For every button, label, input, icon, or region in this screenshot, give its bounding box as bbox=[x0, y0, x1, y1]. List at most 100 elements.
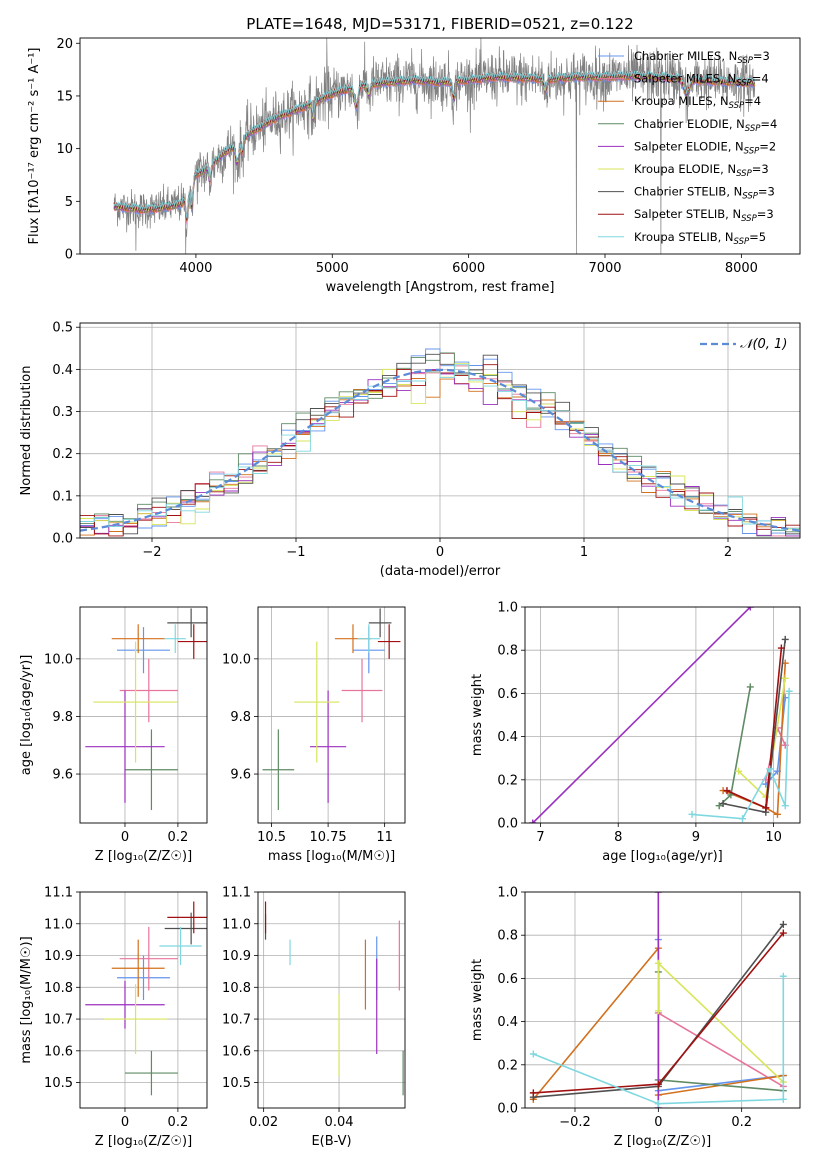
residuals-panel: −2 −1 0 1 2 0.0 0.1 0.2 0.3 0.4 0.5 (data-model)/er… bbox=[19, 321, 801, 579]
y-tick-label: 10.7 bbox=[222, 1013, 251, 1028]
mass-weight-marker bbox=[785, 687, 793, 695]
mass-weight-marker bbox=[654, 1007, 662, 1015]
x-tick-label: 8000 bbox=[725, 261, 758, 276]
y-tick-label: 10.9 bbox=[44, 949, 73, 964]
legend-entry-label: Kroupa STELIB, NSSP=5 bbox=[634, 230, 766, 247]
x-tick-label: 2 bbox=[724, 545, 732, 560]
x-tick-label: 0.02 bbox=[249, 1115, 278, 1130]
x-tick-label: 5000 bbox=[316, 261, 349, 276]
x-tick-label: 0.2 bbox=[731, 1115, 752, 1130]
residuals-plot-area bbox=[80, 348, 800, 537]
x-axis-label: Z [log₁₀(Z/Z☉)] bbox=[614, 1134, 711, 1149]
y-tick-label: 10.5 bbox=[44, 1076, 73, 1091]
age-vs-mass-axes-frame bbox=[257, 606, 406, 824]
legend-entry-label: Salpeter MILES, NSSP=4 bbox=[634, 72, 769, 89]
y-tick-label: 10.6 bbox=[44, 1044, 73, 1059]
y-tick-label: 0.2 bbox=[497, 1058, 518, 1073]
weight-vs-Z-plot-area bbox=[529, 892, 787, 1108]
x-axis-label: (data-model)/error bbox=[380, 564, 501, 579]
mass-vs-ebv-grid bbox=[258, 891, 405, 1108]
y-axis-label: mass weight bbox=[470, 674, 485, 756]
y-tick-label: 1.0 bbox=[497, 601, 518, 616]
y-axis-label: Flux [fλ10⁻¹⁷ erg cm⁻² s⁻¹ A⁻¹] bbox=[27, 48, 42, 245]
legend-entry-label: Salpeter ELODIE, NSSP=2 bbox=[634, 139, 776, 156]
x-tick-label: 1 bbox=[580, 545, 588, 560]
x-tick-label: 0 bbox=[654, 1115, 662, 1130]
y-tick-label: 10.8 bbox=[222, 981, 251, 996]
x-axis-label: mass [log₁₀(M/M☉)] bbox=[268, 849, 395, 864]
legend-entry-label: Chabrier STELIB, NSSP=3 bbox=[634, 185, 775, 202]
mass-vs-ebv-axes-frame bbox=[257, 891, 406, 1109]
y-tick-label: 0.5 bbox=[52, 321, 73, 336]
mass-weight-marker bbox=[762, 804, 770, 812]
x-tick-label: 10.5 bbox=[257, 830, 286, 845]
x-tick-label: 6000 bbox=[452, 261, 485, 276]
y-tick-label: 11.0 bbox=[44, 917, 73, 932]
mass-weight-marker bbox=[529, 819, 537, 823]
y-tick-label: 10.6 bbox=[222, 1044, 251, 1059]
y-tick-label: 1.0 bbox=[497, 886, 518, 901]
y-tick-label: 0.1 bbox=[52, 489, 73, 504]
spectrum-axes-frame bbox=[79, 37, 801, 255]
y-tick-label: 9.6 bbox=[230, 768, 251, 783]
x-tick-label: 0.2 bbox=[168, 830, 189, 845]
x-tick-label: 11 bbox=[376, 830, 393, 845]
y-tick-label: 0.3 bbox=[52, 405, 73, 420]
x-tick-label: 7000 bbox=[588, 261, 621, 276]
x-tick-label: 0 bbox=[121, 1115, 129, 1130]
x-tick-label: −0.2 bbox=[559, 1115, 591, 1130]
x-axis-label: Z [log₁₀(Z/Z☉)] bbox=[95, 849, 192, 864]
y-tick-label: 10.0 bbox=[44, 652, 73, 667]
mass-weight-line bbox=[657, 1012, 784, 1088]
x-tick-label: 0 bbox=[436, 545, 444, 560]
y-tick-label: 11.0 bbox=[222, 917, 251, 932]
x-tick-label: 0 bbox=[121, 830, 129, 845]
age-vs-Z-plot-area bbox=[85, 608, 207, 811]
y-tick-label: 0.0 bbox=[497, 817, 518, 832]
mass-vs-Z-axes-frame bbox=[79, 891, 208, 1109]
y-axis-label: age [log₁₀(age/yr)] bbox=[19, 655, 34, 776]
y-tick-label: 0.8 bbox=[497, 929, 518, 944]
x-tick-label: 10.75 bbox=[309, 830, 346, 845]
weight-vs-Z-panel: −0.2 0 0.2 0.0 0.2 0.4 0.6 0.8 1.0 Z [log₁₀(Z/Z☉)… bbox=[470, 886, 801, 1149]
y-tick-label: 0.2 bbox=[52, 447, 73, 462]
weight-vs-Z-grid bbox=[525, 891, 800, 1109]
mass-weight-marker bbox=[781, 802, 789, 810]
mass-weight-line bbox=[657, 971, 784, 1092]
y-tick-label: 0.2 bbox=[497, 773, 518, 788]
y-tick-label: 10.5 bbox=[222, 1076, 251, 1091]
mass-weight-marker bbox=[781, 635, 789, 643]
y-tick-label: 10.0 bbox=[222, 652, 251, 667]
y-axis-label: mass weight bbox=[470, 959, 485, 1041]
mass-weight-line bbox=[533, 976, 785, 1105]
mass-vs-Z-plot-area bbox=[85, 901, 207, 1096]
mass-weight-marker bbox=[715, 802, 723, 810]
y-tick-label: 11.1 bbox=[44, 886, 73, 901]
figure-title: PLATE=1648, MJD=53171, FIBERID=0521, z=0… bbox=[246, 15, 633, 33]
y-tick-label: 0.6 bbox=[497, 972, 518, 987]
gaussian-reference-curve bbox=[80, 368, 800, 532]
mass-weight-marker bbox=[766, 765, 774, 773]
residual-histogram-line bbox=[80, 378, 800, 537]
weight-vs-age-panel: 7 8 9 10 0.0 0.2 0.4 0.6 0.8 1.0 age [log₁₀(age/yr… bbox=[470, 601, 801, 864]
x-axis-label: age [log₁₀(age/yr)] bbox=[602, 849, 723, 864]
y-tick-label: 0 bbox=[65, 248, 73, 263]
mass-weight-marker bbox=[723, 787, 731, 795]
legend-entry-label: Kroupa MILES, NSSP=4 bbox=[634, 94, 761, 111]
x-axis-label: E(B-V) bbox=[311, 1134, 351, 1149]
y-axis-label: mass [log₁₀(M/M☉)] bbox=[19, 936, 34, 1063]
y-tick-label: 0.0 bbox=[497, 1102, 518, 1117]
y-tick-label: 10 bbox=[56, 142, 73, 157]
x-axis-label: Z [log₁₀(Z/Z☉)] bbox=[95, 1134, 192, 1149]
gaussian-legend-label: 𝒩(0, 1) bbox=[740, 337, 787, 352]
x-tick-label: 10 bbox=[765, 830, 782, 845]
y-tick-label: 11.1 bbox=[222, 886, 251, 901]
residual-histogram-line bbox=[80, 353, 800, 535]
y-tick-label: 10.9 bbox=[222, 949, 251, 964]
age-vs-mass-plot-area bbox=[262, 608, 401, 811]
weight-vs-Z-axes-frame bbox=[524, 891, 801, 1109]
mass-weight-marker bbox=[779, 920, 787, 928]
residuals-axes-frame bbox=[79, 322, 801, 539]
y-tick-label: 0.4 bbox=[497, 730, 518, 745]
